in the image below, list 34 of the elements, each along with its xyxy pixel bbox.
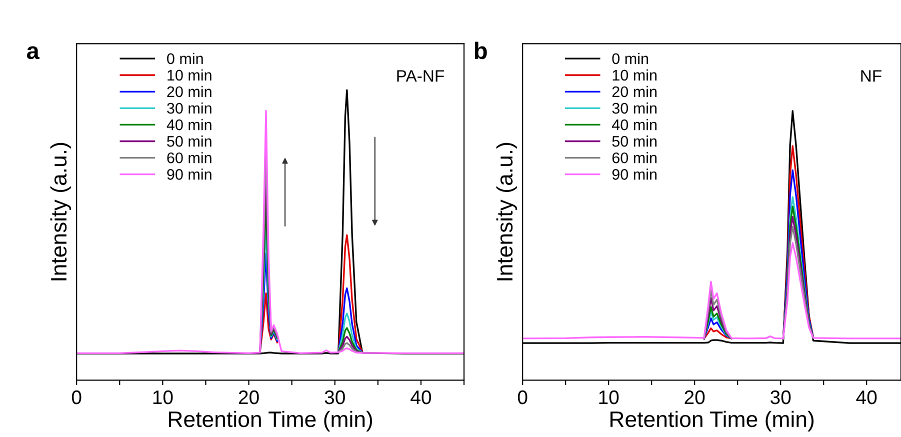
legend-label: 40 min bbox=[612, 119, 656, 130]
chart-title: b bbox=[474, 42, 487, 60]
legend-label: 90 min bbox=[612, 168, 656, 180]
x-axis-title: Retention Time (min) bbox=[169, 410, 372, 432]
legend-label: 50 min bbox=[612, 136, 656, 147]
x-tick-label: 20 bbox=[684, 390, 705, 404]
legend-label: 10 min bbox=[612, 69, 656, 81]
legend-label: 10 min bbox=[168, 69, 212, 81]
x-tick-label: 30 bbox=[324, 390, 345, 404]
legend-label: 60 min bbox=[167, 152, 212, 164]
legend-label: 50 min bbox=[167, 136, 212, 147]
legend-label: 20 min bbox=[167, 86, 212, 98]
x-tick-label: 10 bbox=[599, 390, 619, 404]
legend-label: 40 min bbox=[166, 119, 212, 130]
x-tick-label: 10 bbox=[153, 390, 173, 404]
text: PA-NF bbox=[397, 70, 444, 82]
y-axis-title: Intensity (a.u.) bbox=[50, 142, 72, 280]
x-tick-label: 30 bbox=[770, 390, 791, 404]
x-tick-label: 0 bbox=[518, 390, 528, 404]
legend-label: 60 min bbox=[612, 152, 656, 164]
x-tick-label: 20 bbox=[238, 390, 259, 404]
y-axis-title: Intensity (a.u.) bbox=[496, 142, 518, 280]
chart-title: a bbox=[26, 46, 40, 60]
x-tick-label: 40 bbox=[856, 390, 877, 404]
x-axis-title: Retention Time (min) bbox=[610, 410, 814, 432]
legend-label: 30 min bbox=[167, 102, 212, 114]
x-tick-label: 0 bbox=[72, 390, 82, 404]
legend-label: 0 min bbox=[167, 52, 203, 64]
legend-label: 20 min bbox=[612, 86, 656, 98]
x-tick-label: 40 bbox=[410, 390, 432, 404]
legend-label: 0 min bbox=[612, 52, 648, 64]
legend-label: 30 min bbox=[612, 102, 656, 114]
legend-label: 90 min bbox=[167, 168, 212, 180]
text: NF bbox=[861, 70, 882, 82]
